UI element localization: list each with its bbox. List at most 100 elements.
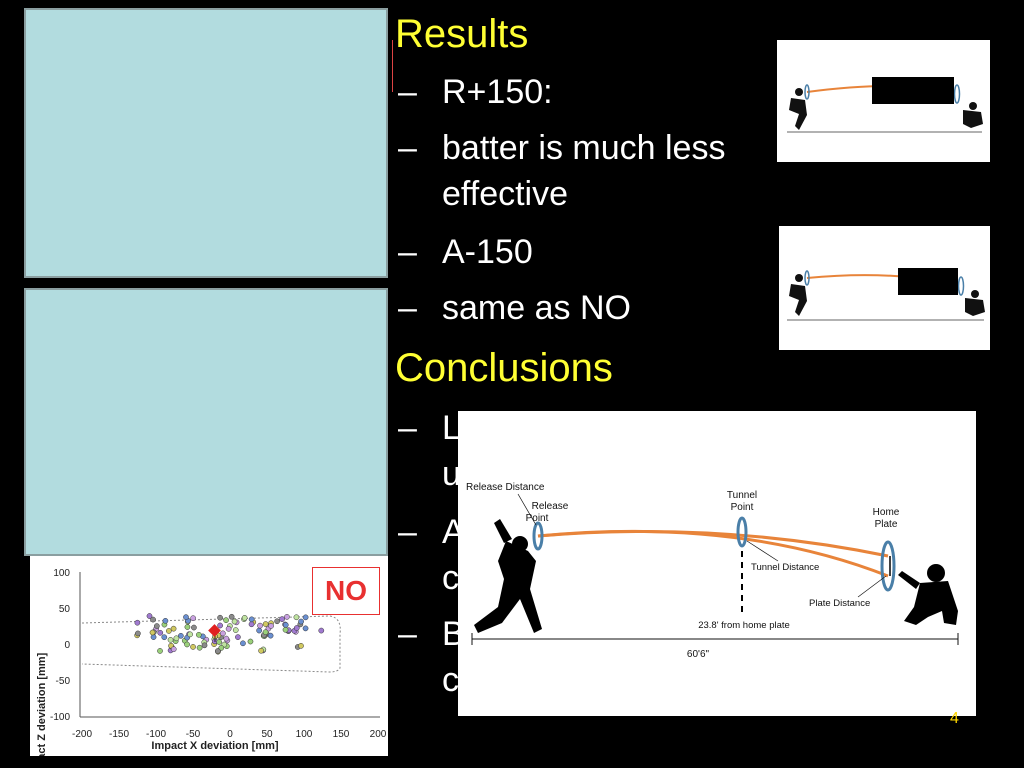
scatter-point [293,614,300,621]
scatter-point [184,641,190,648]
scatter-plot: Impact Z deviation [mm] Impact X deviati… [36,568,387,768]
scatter-point [302,614,309,621]
scatter-point [150,616,156,623]
scatter-point [149,629,156,636]
bullet-dash: – [398,513,417,551]
scatter-point [232,627,239,633]
label-tunnel-distance: Tunnel Distance [751,562,819,573]
conclusion-bullet-1: – L u [398,408,468,493]
release-ring [532,521,544,551]
bullet-text-cont: effective [442,175,569,213]
bullet-dash: – [398,129,417,167]
scatter-point [190,615,196,622]
scatter-point [173,635,180,642]
label-tunnel-point-2: Point [731,502,754,513]
scatter-point [268,623,274,629]
xtick-label: 100 [296,729,313,740]
xtick-label: 200 [370,729,387,740]
bullet-text-cont: c [442,559,459,597]
thumbnail-r150 [777,40,990,162]
scatter-point [216,639,222,645]
scatter-point [223,617,229,624]
catcher-silhouette [898,564,958,625]
bullet-text: A-150 [442,233,533,271]
scatter-point [170,625,177,632]
scatter-point [135,630,141,637]
bullet-text-cont: c [442,661,459,699]
scatter-point [217,622,223,629]
scatter-point [248,621,255,628]
bullet-less-effective: – batter is much less effective [398,128,778,213]
xtick-label: 0 [227,729,233,740]
scatter-point [184,624,191,630]
scatter-point [146,613,153,619]
image-placeholder-top [24,8,388,278]
ytick-label: -100 [50,712,70,723]
scatter-point [274,618,280,625]
scatter-point [241,615,248,621]
scatter-point [248,616,255,623]
xtick-label: 150 [333,729,350,740]
xtick-label: 50 [261,729,273,740]
xtick-label: -150 [109,729,129,740]
thumbnail-diagram [787,77,983,133]
pitch-tunnel-diagram: Release Distance Release Point Tunnel Po… [458,411,976,716]
scatter-point [293,625,300,631]
label-release-point-2: Point [526,513,549,524]
scatter-point [240,640,246,647]
bullet-dash: – [398,615,417,653]
scatter-point [161,634,168,641]
tunnel-ring [736,516,748,548]
bullet-dash: – [398,409,417,447]
scatter-point [134,619,141,626]
label-plate-distance: Plate Distance [809,598,870,609]
bullet-text-cont: u [442,455,461,493]
scatter-point [225,625,232,632]
scatter-point [279,616,285,622]
red-frame-fragment [388,40,393,92]
ytick-label: 100 [53,568,70,579]
label-release-distance: Release Distance [466,482,545,493]
scatter-point [201,642,208,649]
scatter-xlabel: Impact X deviation [mm] [151,740,278,752]
scatter-point [267,632,274,639]
xtick-label: -200 [72,729,92,740]
thumbnail-a150 [779,226,990,350]
scatter-point [187,631,193,638]
scatter-point [157,648,163,654]
bullet-text: L [442,409,461,447]
bullet-r150: – R+150: [398,72,778,112]
ytick-label: -50 [56,676,71,687]
no-condition-badge: NO [312,567,380,615]
scatter-point [220,630,226,637]
zone-outline [81,615,341,673]
scatter-point [235,634,241,640]
scatter-point [262,629,269,636]
scatter-point [214,648,221,654]
ytick-label: 0 [64,640,70,651]
scatter-point [302,625,309,632]
scatter-point [228,613,235,620]
scatter-point [190,644,196,650]
label-home-plate-1: Home [873,507,900,518]
image-placeholder-bottom [24,288,388,556]
scatter-point [153,623,160,629]
scatter-point [247,638,254,645]
scatter-point [256,627,263,634]
thumbnail-diagram [787,268,985,321]
ytick-label: 50 [59,604,71,615]
bullet-same-as-no: – same as NO [398,288,778,328]
scatter-point [191,624,197,631]
bullet-dash: – [398,233,417,271]
bullet-dash: – [398,289,417,327]
scatter-point [257,622,263,629]
slide-number: 4 [950,710,959,727]
pitcher-silhouette [474,519,542,633]
xtick-label: -100 [146,729,166,740]
scatter-point [217,614,223,621]
label-release-point-1: Release [532,501,569,512]
scatter-point [167,636,174,643]
bullet-text: same as NO [442,289,631,327]
scatter-point [178,632,184,639]
label-tunnel-point-1: Tunnel [727,490,757,501]
